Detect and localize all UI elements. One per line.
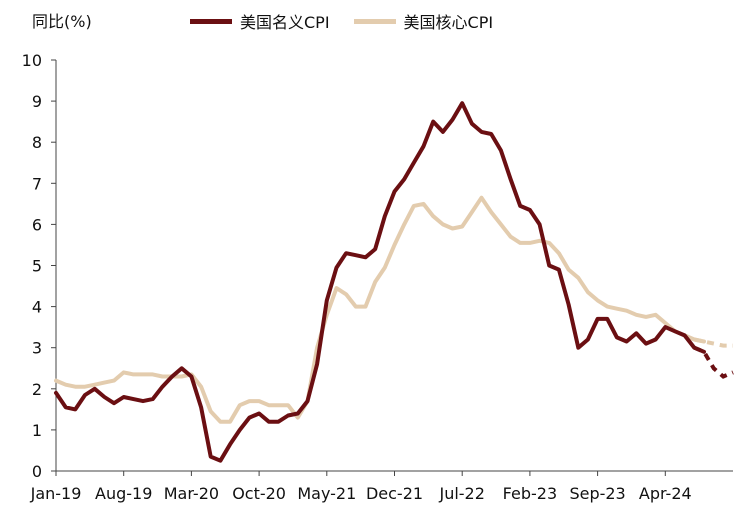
x-tick-label-Sep-23: Sep-23 [569,484,625,503]
x-tick-label-Aug-19: Aug-19 [95,484,152,503]
y-tick-label-1: 1 [32,421,42,440]
x-tick-label-Dec-21: Dec-21 [366,484,423,503]
x-tick-label-May-21: May-21 [297,484,356,503]
x-tick-label-Mar-20: Mar-20 [164,484,219,503]
y-tick-label-3: 3 [32,339,42,358]
y-tick-label-0: 0 [32,462,42,481]
x-tick-label-Jan-19: Jan-19 [30,484,82,503]
series-projection-core-cpi [693,337,733,348]
y-tick-label-9: 9 [32,92,42,111]
legend-label-core-cpi: 美国核心CPI [403,13,494,32]
chart-legend: 美国名义CPI 美国核心CPI [190,9,493,33]
legend-swatch-core-cpi [353,18,396,24]
legend-label-nominal-cpi: 美国名义CPI [240,13,330,32]
series-line-nominal-cpi [54,101,706,463]
series-projection-nominal-cpi [693,345,734,379]
y-tick-label-8: 8 [32,133,42,152]
y-tick-label-5: 5 [32,257,42,276]
series-line-core-cpi [54,195,706,424]
x-tick-label-Feb-23: Feb-23 [503,484,557,503]
y-tick-label-10: 10 [22,51,42,70]
x-tick-label-Oct-20: Oct-20 [232,484,286,503]
y-tick-label-6: 6 [32,215,42,234]
x-tick-label-Apr-24: Apr-24 [639,484,692,503]
y-axis-unit-label: 同比(%) [32,12,92,31]
y-tick-label-7: 7 [32,174,42,193]
legend-swatch-nominal-cpi [190,18,232,24]
y-tick-label-2: 2 [32,380,42,399]
x-tick-label-Jul-22: Jul-22 [438,484,484,503]
legend-item-nominal-cpi: 美国名义CPI [190,9,330,33]
legend-item-core-cpi: 美国核心CPI [353,9,494,33]
y-tick-label-4: 4 [32,298,42,317]
